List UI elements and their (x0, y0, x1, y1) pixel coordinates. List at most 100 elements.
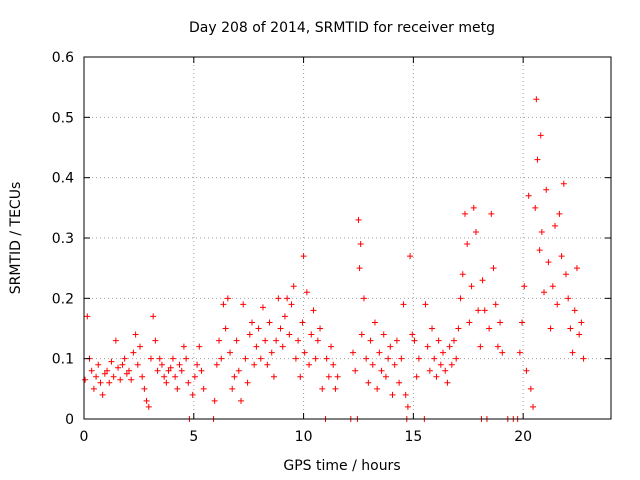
data-point (275, 295, 282, 302)
data-point (238, 397, 245, 404)
data-point (163, 379, 170, 386)
y-tick-label: 0.3 (52, 231, 74, 247)
data-point (266, 319, 273, 326)
data-points (82, 96, 587, 422)
data-point (407, 253, 414, 260)
data-point (560, 180, 567, 187)
data-point (259, 304, 266, 311)
data-point (360, 295, 367, 302)
data-point (300, 253, 307, 260)
data-point (176, 361, 183, 368)
y-tick-label: 0.4 (52, 171, 74, 187)
data-point (251, 361, 258, 368)
data-point (527, 385, 534, 392)
data-point (213, 361, 220, 368)
data-point (356, 265, 363, 272)
data-point (429, 325, 436, 332)
data-point (409, 331, 416, 338)
data-point (121, 355, 128, 362)
data-point (198, 367, 205, 374)
data-point (453, 355, 460, 362)
data-point (169, 355, 176, 362)
data-point (565, 295, 572, 302)
data-point (431, 355, 438, 362)
data-point (398, 355, 405, 362)
data-point (415, 355, 422, 362)
data-point (240, 301, 247, 308)
data-point (393, 337, 400, 344)
data-point (295, 337, 302, 344)
data-point (519, 319, 526, 326)
data-point (477, 343, 484, 350)
data-point (455, 325, 462, 332)
data-point (191, 373, 198, 380)
data-point (442, 367, 449, 374)
data-point (255, 325, 262, 332)
data-point (461, 210, 468, 217)
data-point (367, 337, 374, 344)
y-tick-label: 0.6 (52, 50, 74, 66)
data-point (262, 337, 269, 344)
x-axis-label: GPS time / hours (283, 458, 400, 474)
data-point (290, 283, 297, 290)
data-point (334, 373, 341, 380)
data-point (156, 355, 163, 362)
data-point (365, 379, 372, 386)
data-point (174, 385, 181, 392)
data-point (580, 355, 587, 362)
data-point (180, 343, 187, 350)
data-point (481, 307, 488, 314)
data-point (161, 373, 168, 380)
data-point (284, 295, 291, 302)
data-point (325, 373, 332, 380)
data-point (183, 355, 190, 362)
data-point (486, 325, 493, 332)
data-point (433, 373, 440, 380)
data-point (376, 349, 383, 356)
data-point (104, 367, 111, 374)
data-point (464, 241, 471, 248)
x-tick-labels: 0 5 10 15 20 (80, 429, 533, 445)
data-point (533, 96, 540, 103)
y-tick-labels: 0 0.1 0.2 0.3 0.4 0.5 0.6 (52, 50, 74, 428)
data-point (154, 367, 161, 374)
data-point (308, 331, 315, 338)
data-point (229, 385, 236, 392)
data-point (264, 361, 271, 368)
data-point (196, 343, 203, 350)
data-point (117, 376, 124, 383)
data-point (119, 361, 126, 368)
data-point (494, 343, 501, 350)
data-point (369, 361, 376, 368)
data-point (387, 343, 394, 350)
data-point (130, 349, 137, 356)
data-point (389, 391, 396, 398)
data-point (567, 325, 574, 332)
y-tick-label: 0.2 (52, 291, 74, 307)
data-point (235, 367, 242, 374)
data-point (330, 361, 337, 368)
y-tick-label: 0 (65, 412, 74, 428)
data-point (246, 331, 253, 338)
plot-frame (83, 56, 612, 420)
data-point (523, 367, 530, 374)
x-tick-label: 10 (295, 429, 313, 445)
grid (84, 57, 611, 419)
data-point (562, 271, 569, 278)
data-point (497, 319, 504, 326)
data-point (189, 391, 196, 398)
data-point (292, 355, 299, 362)
data-point (571, 307, 578, 314)
data-point (475, 307, 482, 314)
data-point (136, 343, 143, 350)
data-point (134, 361, 141, 368)
data-point (538, 228, 545, 235)
data-point (185, 379, 192, 386)
data-point (268, 349, 275, 356)
data-point (277, 325, 284, 332)
data-point (150, 313, 157, 320)
data-point (132, 331, 139, 338)
data-point (244, 379, 251, 386)
data-point (413, 373, 420, 380)
data-point (97, 379, 104, 386)
